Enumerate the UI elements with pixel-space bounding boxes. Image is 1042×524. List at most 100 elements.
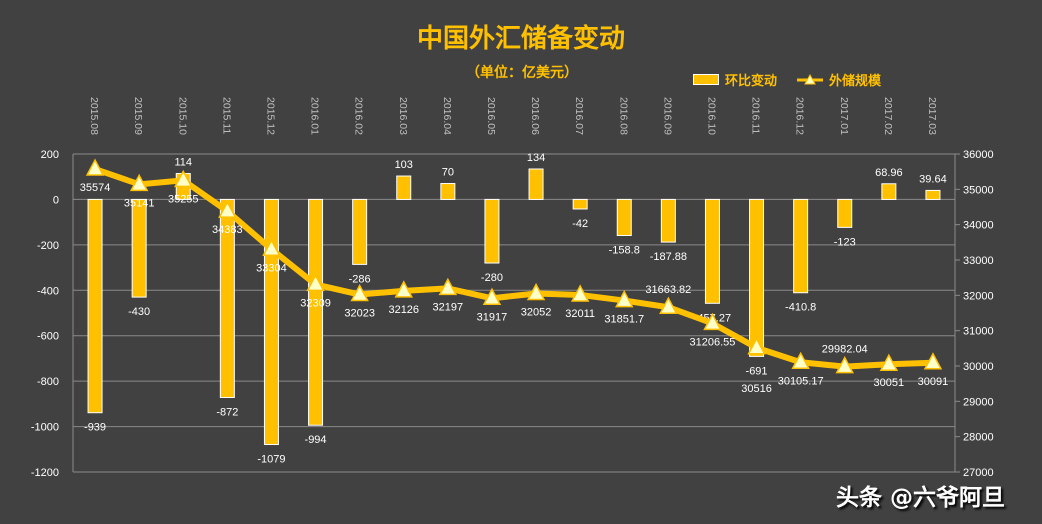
bar-2016.08 (616, 198, 632, 236)
category-label: 2016.09 (661, 97, 673, 135)
line-marker-2015.08 (85, 158, 105, 176)
category-label: 2016.04 (441, 97, 453, 135)
bar-2016.03 (396, 175, 412, 200)
line-data-label: 35255 (168, 193, 199, 205)
line-data-label: 32197 (433, 301, 464, 313)
line-marker-2017.03 (923, 352, 943, 370)
bar-2015.12 (263, 198, 279, 446)
watermark: 头条 @六爷阿旦 (836, 485, 1006, 511)
bar-data-label: -280 (481, 272, 503, 284)
left-tick-label: -600 (37, 331, 59, 343)
bar-data-label: -1079 (257, 454, 285, 466)
line-data-label: 33304 (256, 262, 287, 274)
category-label: 2016.11 (750, 97, 762, 134)
bar-data-label: -42 (572, 218, 588, 230)
right-tick-label: 27000 (963, 467, 994, 479)
category-label: 2016.12 (794, 97, 806, 135)
line-data-label: 35574 (80, 182, 111, 194)
category-label: 2016.02 (353, 97, 365, 135)
bar-data-label: -286 (349, 273, 371, 285)
right-tick-label: 36000 (963, 149, 994, 161)
line-marker-2017.02 (879, 353, 899, 371)
line-data-label: 32011 (565, 308, 595, 320)
line-data-label: 32126 (388, 304, 419, 316)
left-tick-label: 0 (53, 194, 59, 206)
category-label: 2015.08 (88, 97, 100, 135)
left-tick-label: 200 (41, 149, 59, 161)
category-label: 2017.01 (838, 97, 850, 135)
line-data-label: 31851.7 (604, 314, 644, 326)
line-marker-2016.05 (482, 287, 502, 306)
line-marker-2015.09 (129, 173, 149, 192)
category-label: 2016.07 (573, 97, 585, 135)
line-marker-2015.10 (174, 169, 193, 188)
bar-2016.05 (484, 198, 500, 264)
left-tick-label: -400 (37, 285, 59, 297)
line-marker-2016.11 (747, 337, 766, 355)
triangle-marker-icon (797, 73, 824, 84)
line-data-label: 35141 (124, 197, 155, 209)
bar-2016.06 (528, 168, 544, 200)
bar-2015.11 (219, 198, 235, 398)
line-marker-2016.04 (438, 277, 458, 296)
category-label: 2016.05 (485, 97, 497, 135)
category-label: 2016.08 (617, 97, 629, 135)
bar-data-label: -187.88 (650, 251, 687, 263)
bar-2016.11 (749, 198, 765, 357)
category-label: 2016.01 (309, 97, 321, 135)
bar-2016.02 (352, 198, 368, 265)
right-tick-label: 34000 (963, 220, 994, 232)
bar-data-label: -158.8 (609, 244, 640, 256)
legend: 环比变动 外储规模 (693, 70, 881, 89)
line-data-label: 34383 (212, 224, 243, 236)
bar-data-label: 103 (395, 159, 413, 171)
category-label: 2015.11 (220, 97, 232, 134)
bar-2016.10 (704, 198, 720, 304)
chart-subtitle: （单位：亿美元） (466, 65, 578, 81)
bar-data-label: -994 (305, 434, 327, 446)
line-data-label: 31206.55 (690, 336, 736, 348)
line-marker-2016.03 (394, 280, 413, 298)
line-marker-2016.09 (659, 296, 678, 314)
bar-data-label: 134 (527, 152, 545, 164)
category-label: 2016.06 (529, 97, 541, 135)
bar-2017.01 (837, 198, 853, 228)
line-marker-2016.08 (615, 289, 634, 308)
bar-2017.02 (881, 183, 897, 200)
line-data-label: 30516 (741, 383, 772, 395)
line-marker-2015.12 (262, 238, 281, 257)
legend-line-swatch (797, 73, 824, 86)
bar-2016.07 (572, 198, 588, 210)
line-data-label: 32309 (300, 297, 331, 309)
bar-2017.03 (925, 189, 941, 200)
line-data-label: 32052 (521, 306, 552, 318)
line-data-label: 32023 (344, 308, 375, 320)
line-marker-2016.12 (791, 351, 810, 370)
category-label: 2015.12 (264, 97, 276, 135)
line-marker-2016.06 (526, 282, 546, 301)
line-data-label: 31663.82 (645, 284, 691, 296)
line-marker-2016.02 (350, 283, 369, 302)
line-data-label: 30105.17 (778, 375, 824, 387)
bar-2015.09 (131, 198, 147, 298)
bar-2016.04 (440, 183, 456, 200)
legend-bar-label: 环比变动 (725, 74, 778, 89)
bar-2016.12 (793, 198, 809, 294)
bar-data-label: 39.64 (919, 173, 947, 185)
line-marker-2016.10 (703, 312, 722, 331)
left-tick-label: -200 (37, 240, 59, 252)
left-tick-label: -1000 (31, 422, 59, 434)
right-tick-label: 32000 (963, 290, 994, 302)
left-tick-label: -1200 (31, 467, 59, 479)
bar-data-label: -430 (128, 306, 150, 318)
bar-data-label: -691 (746, 365, 768, 377)
left-tick-label: -800 (37, 376, 59, 388)
right-tick-label: 33000 (963, 255, 994, 267)
line-data-label: 30051 (874, 377, 905, 389)
bar-data-label: -872 (216, 406, 238, 418)
category-label: 2017.03 (926, 97, 938, 135)
category-label: 2016.10 (705, 97, 717, 135)
line-marker-2015.11 (218, 200, 237, 218)
